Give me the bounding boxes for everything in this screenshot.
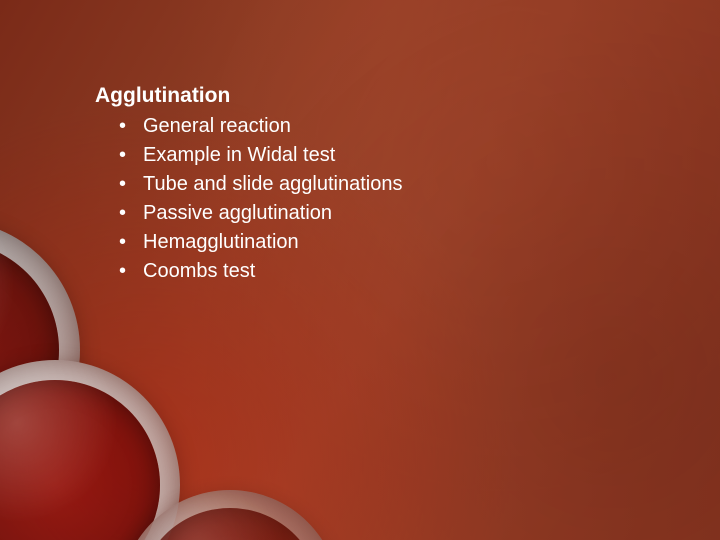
slide-content: Agglutination General reaction Example i…: [95, 82, 402, 286]
bullet-list: General reaction Example in Widal test T…: [95, 112, 402, 286]
slide-heading: Agglutination: [95, 82, 402, 110]
list-item: Example in Widal test: [95, 141, 402, 170]
list-item: Coombs test: [95, 257, 402, 286]
petri-dish-icon: [0, 220, 80, 480]
list-item: Passive agglutination: [95, 199, 402, 228]
petri-dish-icon: [0, 360, 180, 540]
list-item: Hemagglutination: [95, 228, 402, 257]
list-item: Tube and slide agglutinations: [95, 170, 402, 199]
petri-dish-icon: [120, 490, 340, 540]
slide: Agglutination General reaction Example i…: [0, 0, 720, 540]
list-item: General reaction: [95, 112, 402, 141]
